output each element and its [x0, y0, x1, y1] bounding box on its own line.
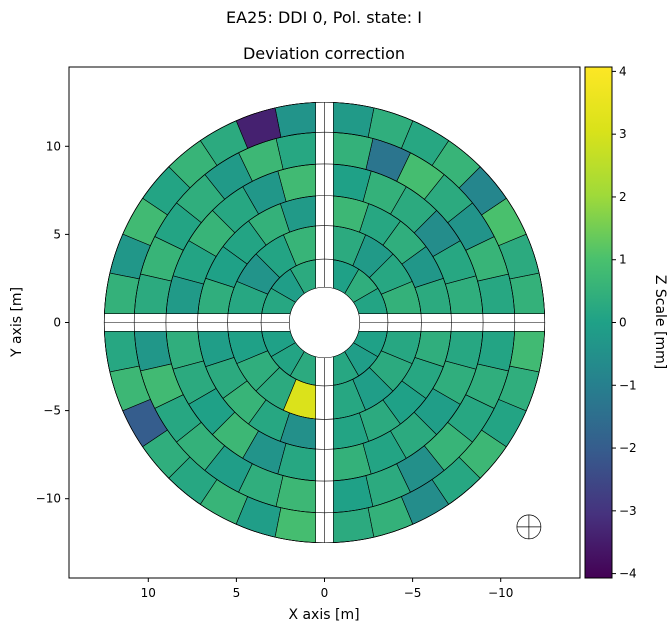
colorbar-tick-label: 3 [619, 127, 627, 141]
colorbar-tick-label: −1 [619, 378, 637, 392]
x-tick-label: 5 [233, 586, 241, 600]
dish-panel [275, 475, 316, 513]
colorbar-label: Z Scale [mm] [652, 275, 668, 369]
y-tick-label: 0 [53, 316, 61, 330]
dish-panel [104, 331, 140, 373]
colorbar-tick-label: 2 [619, 190, 627, 204]
y-tick-label: 10 [46, 139, 61, 153]
x-tick-label: 10 [141, 586, 156, 600]
y-tick-label: −5 [43, 404, 61, 418]
y-axis-label: Y axis [m] [9, 287, 25, 358]
dish-panel [274, 102, 316, 138]
dish-panel [134, 273, 172, 314]
colorbar-ticks: −4 −3 −2 −1 0 1 2 3 4 [612, 64, 637, 581]
crosshair-icon [516, 514, 542, 540]
dish-panel [477, 331, 515, 372]
colorbar-tick-label: 1 [619, 253, 627, 267]
x-axis-label: X axis [m] [288, 607, 359, 623]
colorbar-tick-label: −4 [619, 567, 637, 581]
dish-panel [333, 102, 375, 138]
dish-outline [103, 101, 546, 544]
x-axis-ticks: 10 5 0 −5 −10 [141, 578, 513, 600]
y-tick-label: −10 [36, 492, 61, 506]
dish-panel [333, 507, 375, 543]
colorbar-tick-label: 4 [619, 64, 627, 78]
plot-title: Deviation correction [243, 44, 405, 63]
dish-panel [509, 331, 545, 373]
x-tick-label: −5 [404, 586, 422, 600]
colorbar-tick-label: −3 [619, 504, 637, 518]
colorbar-tick-label: 0 [619, 316, 627, 330]
dish-panel [333, 132, 374, 170]
dish-panel [274, 507, 316, 543]
colorbar-tick-label: −2 [619, 441, 637, 455]
figure-suptitle: EA25: DDI 0, Pol. state: I [226, 8, 422, 27]
dish-center-hole [288, 286, 361, 359]
dish-panel [104, 272, 140, 314]
colorbar [584, 66, 613, 579]
dish-panel [509, 272, 545, 314]
y-tick-label: 5 [53, 227, 61, 241]
x-tick-label: 0 [321, 586, 329, 600]
y-axis-ticks: −10 −5 0 5 10 [36, 139, 69, 506]
x-tick-label: −10 [488, 586, 513, 600]
